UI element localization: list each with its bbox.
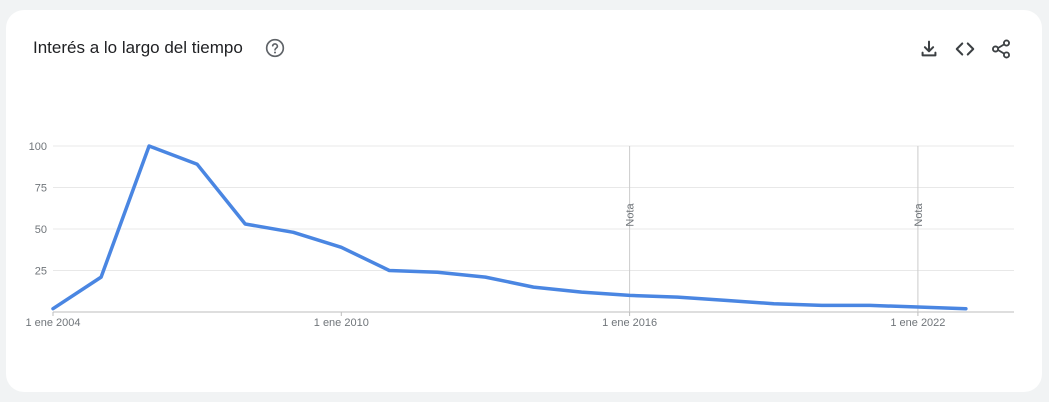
data-point[interactable] <box>145 142 153 150</box>
data-point[interactable] <box>481 273 489 281</box>
data-point[interactable] <box>337 243 345 251</box>
note-label[interactable]: Nota <box>913 203 925 227</box>
data-point[interactable] <box>97 273 105 281</box>
data-point[interactable] <box>289 228 297 236</box>
data-point[interactable] <box>530 283 538 291</box>
x-axis-ticks: 1 ene 2004 1 ene 2010 1 ene 2016 1 ene 2022 <box>25 312 945 329</box>
card-title: Interés a lo largo del tiempo <box>33 38 243 57</box>
data-point[interactable] <box>770 300 778 308</box>
download-icon[interactable] <box>918 38 940 60</box>
y-tick-label: 75 <box>35 183 47 195</box>
x-tick-label: 1 ene 2022 <box>890 317 945 329</box>
data-point[interactable] <box>241 220 249 228</box>
help-circle-icon[interactable] <box>265 38 285 58</box>
data-point[interactable] <box>433 268 441 276</box>
y-tick-label: 50 <box>35 224 47 236</box>
note-label[interactable]: Nota <box>625 203 637 227</box>
x-tick-label: 1 ene 2016 <box>602 317 657 329</box>
chart-notes: Nota Nota <box>625 146 925 312</box>
x-tick-label: 1 ene 2010 <box>314 317 369 329</box>
share-icon[interactable] <box>990 38 1012 60</box>
data-point[interactable] <box>818 301 826 309</box>
data-point[interactable] <box>385 267 393 275</box>
embed-code-icon[interactable] <box>954 38 976 60</box>
chart-gridlines <box>53 145 1014 313</box>
data-point[interactable] <box>626 291 634 299</box>
data-point[interactable] <box>866 301 874 309</box>
data-point[interactable] <box>578 288 586 296</box>
data-point[interactable] <box>722 296 730 304</box>
data-point[interactable] <box>49 305 57 313</box>
series-line-0[interactable] <box>51 144 968 311</box>
data-point[interactable] <box>914 303 922 311</box>
data-point[interactable] <box>962 305 970 313</box>
data-point[interactable] <box>193 160 201 168</box>
chart-series <box>49 142 970 313</box>
data-point[interactable] <box>674 293 682 301</box>
y-tick-label: 100 <box>29 141 47 153</box>
y-axis-ticks: 25 50 75 100 <box>29 141 47 278</box>
x-tick-label: 1 ene 2004 <box>25 317 80 329</box>
y-tick-label: 25 <box>35 266 47 278</box>
interest-over-time-card: Interés a lo largo del tiempo <box>6 10 1042 392</box>
